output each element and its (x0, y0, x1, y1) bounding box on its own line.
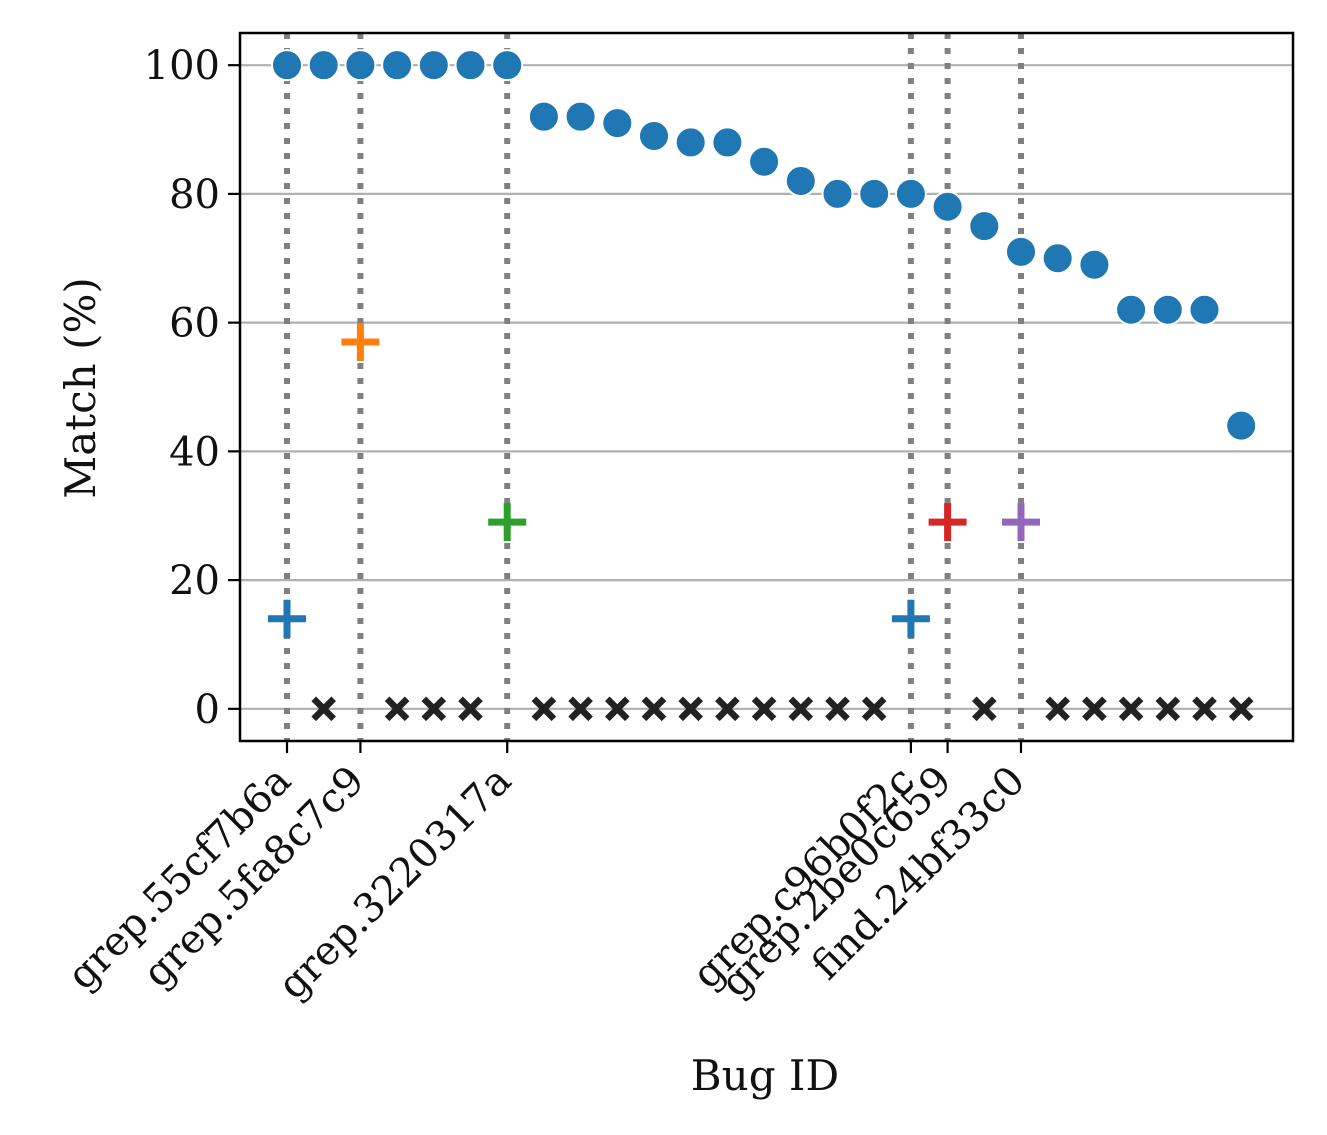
x-marker (421, 696, 447, 722)
x-axis-title: Bug ID (691, 1051, 839, 1100)
plus-marker (268, 599, 306, 638)
x-marker (458, 696, 483, 722)
circle-marker (271, 49, 303, 82)
x-marker (1192, 696, 1217, 722)
x-marker (972, 696, 997, 722)
x-marker (715, 696, 740, 722)
plus-marker (488, 503, 527, 542)
plus-marker (891, 599, 930, 638)
x-marker (1045, 696, 1070, 722)
x-marker (605, 696, 630, 722)
x-marker (751, 696, 777, 722)
x-marker (384, 696, 410, 722)
y-gridlines (240, 64, 1293, 710)
circle-marker (344, 49, 377, 82)
circle-marker (711, 126, 744, 159)
circle-marker (1078, 248, 1111, 281)
circle-marker (1041, 242, 1074, 275)
plus-marker (1002, 503, 1040, 542)
x-marker (678, 696, 703, 722)
x-marker (1082, 696, 1107, 722)
circle-marker (307, 49, 340, 82)
circle-marker (674, 126, 707, 159)
circle-marker (748, 145, 781, 178)
circle-marker (564, 100, 597, 133)
circle-marker (1115, 293, 1148, 326)
circle-marker (821, 177, 854, 210)
x-marker (641, 696, 667, 722)
x-marker (1118, 696, 1144, 722)
y-tick-label: 60 (169, 301, 220, 347)
y-axis-title: Match (%) (56, 277, 105, 499)
circle-marker (381, 49, 414, 82)
circle-marker (931, 190, 964, 223)
y-tick-label: 40 (169, 429, 220, 475)
circle-marker (784, 165, 817, 198)
circle-marker (527, 100, 560, 133)
circle-marker (1225, 409, 1258, 442)
y-axis-ticks: 0 20 40 60 80 100 (144, 43, 240, 733)
y-tick-label: 100 (144, 43, 220, 89)
x-marker (568, 696, 593, 722)
circle-marker (638, 119, 670, 152)
circle-marker (491, 49, 524, 82)
x-marker (825, 696, 850, 722)
x-marker (311, 696, 336, 722)
x-marker (1155, 696, 1181, 722)
y-tick-label: 20 (169, 558, 220, 604)
x-marker (788, 696, 814, 722)
x-marker (1228, 696, 1254, 722)
circle-marker (601, 107, 634, 140)
circle-marker (1005, 235, 1037, 268)
circle-marker (858, 177, 891, 210)
plus-marker (341, 322, 380, 361)
data-markers (268, 49, 1258, 722)
circle-marker (1151, 293, 1184, 326)
plus-marker (928, 503, 967, 542)
x-marker (531, 696, 557, 722)
circle-marker (1188, 293, 1221, 326)
circle-marker (454, 49, 487, 82)
y-tick-label: 0 (195, 687, 220, 733)
circle-marker (417, 49, 450, 82)
circle-marker (968, 210, 1001, 243)
y-tick-label: 80 (169, 172, 220, 218)
circle-marker (894, 177, 927, 210)
x-marker (861, 696, 887, 722)
plot-area-frame (238, 31, 1295, 743)
